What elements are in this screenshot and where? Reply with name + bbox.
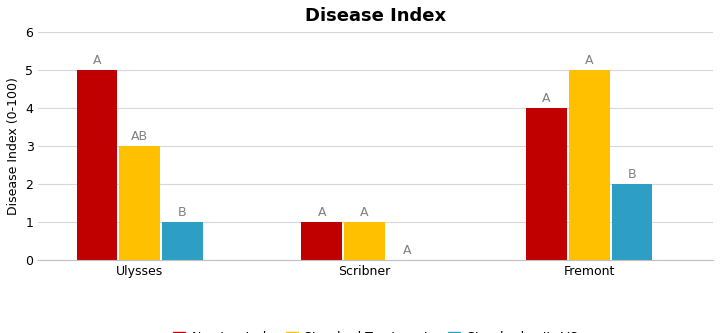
Bar [344, 222, 384, 260]
Bar [120, 146, 160, 260]
Y-axis label: Disease Index (0-100): Disease Index (0-100) [7, 77, 20, 215]
Bar [162, 222, 202, 260]
Bar [569, 70, 610, 260]
Bar [302, 222, 342, 260]
Text: A: A [360, 206, 369, 219]
Title: Disease Index: Disease Index [305, 7, 446, 25]
Text: A: A [542, 92, 551, 105]
Bar [612, 184, 652, 260]
Text: A: A [93, 54, 101, 67]
Text: A: A [403, 244, 411, 257]
Text: A: A [318, 206, 326, 219]
Bar [526, 108, 567, 260]
Text: AB: AB [131, 130, 148, 143]
Bar [76, 70, 117, 260]
Legend: Non-treated, Standard Treatment, Standard + ILeVO: Non-treated, Standard Treatment, Standar… [168, 326, 584, 333]
Text: A: A [585, 54, 593, 67]
Text: B: B [628, 168, 636, 181]
Text: B: B [178, 206, 186, 219]
